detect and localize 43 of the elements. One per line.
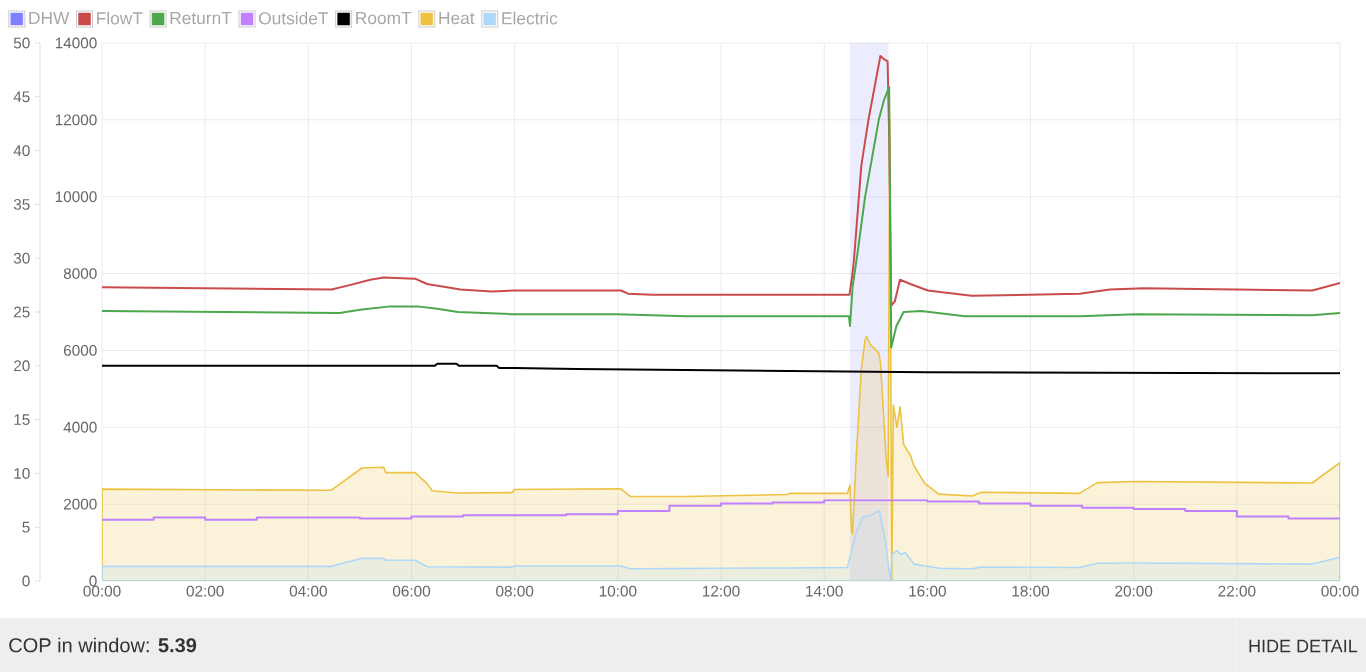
line-series (102, 362, 1341, 375)
legend-label: OutsideT (258, 11, 329, 25)
text: HIDE DETAIL (1249, 639, 1358, 653)
y-tick-label: 4000 (63, 421, 97, 433)
x-tick-label: 00:00 (1321, 585, 1359, 597)
y2-tick-label: 20 (14, 360, 30, 372)
y-tick-label: 6000 (63, 345, 97, 356)
x-tick-label: 02:00 (186, 585, 224, 597)
x-tick-label: 08:00 (496, 585, 534, 597)
legend-label: Electric (502, 11, 558, 25)
x-tick-label: 10:00 (599, 585, 637, 597)
x-tick-label: 04:00 (289, 585, 327, 597)
y2-tick-label: 5 (22, 521, 30, 533)
y2-tick-label: 40 (13, 145, 30, 157)
x-tick-label: 22:00 (1218, 585, 1256, 597)
y2-tick-label: 15 (14, 414, 30, 425)
legend-label: RoomT (356, 12, 412, 25)
y-tick-label: 10000 (55, 191, 97, 203)
text: COP in window: 5.39 (9, 637, 197, 653)
x-tick-label: 14:00 (806, 585, 843, 597)
legend-label: Heat (439, 12, 475, 25)
legend-label: DHW (29, 12, 70, 24)
y2-tick-label: 25 (14, 306, 30, 318)
x-tick-label: 06:00 (392, 585, 431, 597)
y2-tick-label: 45 (13, 91, 30, 103)
y2-tick-label: 30 (13, 252, 30, 264)
y-tick-label: 12000 (55, 114, 97, 126)
y2-tick-label: 50 (13, 37, 30, 49)
y-tick-label: 14000 (55, 37, 97, 49)
y-tick-label: 0 (89, 575, 97, 587)
x-tick-label: 20:00 (1115, 585, 1153, 597)
x-tick-label: 18:00 (1012, 585, 1050, 597)
line-series (102, 86, 1341, 349)
x-tick-label: 16:00 (909, 585, 946, 597)
legend-label: FlowT (97, 11, 143, 25)
y2-tick-label: 0 (22, 575, 30, 587)
y-tick-label: 2000 (63, 498, 97, 510)
legend-label: ReturnT (170, 12, 232, 25)
y-tick-label: 8000 (63, 268, 97, 279)
x-tick-label: 12:00 (702, 585, 740, 597)
y2-tick-label: 35 (13, 198, 30, 210)
x-tick-label: 00:00 (83, 585, 121, 597)
y2-tick-label: 10 (14, 467, 30, 479)
